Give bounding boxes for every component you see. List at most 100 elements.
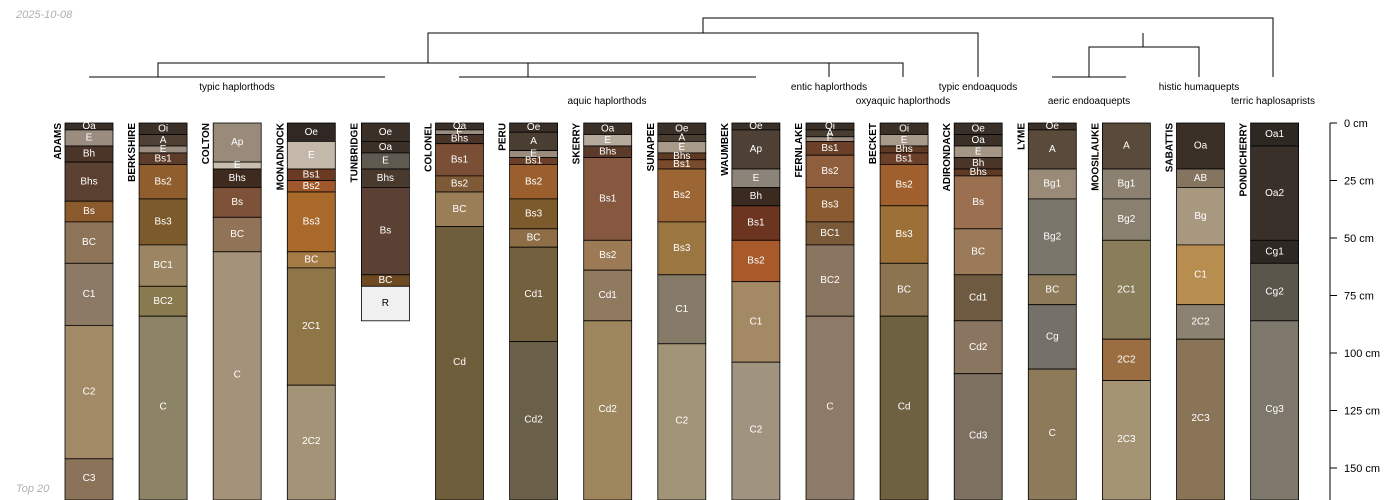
taxon-label-typic-haplorthods: typic haplorthods xyxy=(199,82,275,93)
horizon-label: Bhs xyxy=(970,167,987,178)
horizon-label: Oa xyxy=(1194,141,1208,152)
horizon-bs2 xyxy=(657,168,707,223)
horizon-label: Oe xyxy=(675,123,689,134)
horizon-cd2 xyxy=(953,320,1003,375)
horizon-label: C1 xyxy=(750,317,763,328)
horizon-label: 2C2 xyxy=(1117,355,1136,366)
dendrogram-typic-haplorthods-split xyxy=(157,62,528,77)
horizon-c2 xyxy=(64,324,114,460)
horizon-label: A xyxy=(1123,141,1130,152)
horizon-label: Bhs xyxy=(377,173,394,184)
horizon-label: Bg1 xyxy=(1118,179,1136,190)
depth-tick-label: 0 cm xyxy=(1344,118,1368,130)
horizon-2c2 xyxy=(1176,304,1225,340)
horizon-label: Bg xyxy=(1194,211,1206,222)
horizon-label: E xyxy=(901,135,908,146)
horizon-ap xyxy=(212,122,262,163)
profile-sabattis: SABATTIS Oa AB Bg C1 2C2 2C3 xyxy=(1165,122,1225,500)
horizon-label: BC xyxy=(378,275,392,286)
horizon-label: E xyxy=(382,156,389,167)
horizon-c xyxy=(805,315,855,500)
horizon-label: Cg1 xyxy=(1265,246,1284,257)
horizon-2c3 xyxy=(1102,380,1151,500)
taxon-label-aeric-endoaquepts: aeric endoaquepts xyxy=(1048,96,1130,107)
horizon-c xyxy=(1027,368,1077,500)
horizon-label: Bs2 xyxy=(747,256,765,267)
horizon-label: Bhs xyxy=(599,146,616,157)
dendrogram-root xyxy=(702,17,1274,77)
horizon-label: E xyxy=(827,134,834,145)
horizon-bg2 xyxy=(1102,198,1151,241)
horizon-label: BC xyxy=(527,233,541,244)
horizon-label: E xyxy=(530,149,537,160)
horizon-label: R xyxy=(382,298,389,309)
horizon-label: Cd1 xyxy=(524,289,543,300)
horizon-label: BC xyxy=(897,284,911,295)
taxon-label-histic-humaquepts: histic humaquepts xyxy=(1159,82,1240,93)
horizon-label: Bs3 xyxy=(821,199,839,210)
profile-name: MONADNOCK xyxy=(275,122,286,190)
horizon-bc2 xyxy=(805,244,855,317)
horizon-label: Oa2 xyxy=(1265,188,1284,199)
horizon-label: Bs1 xyxy=(303,169,321,180)
horizon-bs xyxy=(212,186,262,218)
horizon-label: Bs3 xyxy=(525,208,543,219)
horizon-label: Bh xyxy=(83,149,95,160)
horizon-bg1 xyxy=(1102,168,1151,200)
horizon-ap xyxy=(731,129,781,170)
horizon-label: E xyxy=(308,150,315,161)
profile-colton: COLTON Ap E Bhs Bs BC C xyxy=(201,122,262,500)
horizon-label: E xyxy=(975,146,982,157)
horizon-label: Oe xyxy=(749,121,763,132)
dendrogram-aquepts-split xyxy=(1088,46,1200,77)
horizon-label: Cd xyxy=(898,402,911,413)
taxon-label-typic-endoaquods: typic endoaquods xyxy=(939,82,1017,93)
horizon-label: Bg2 xyxy=(1118,214,1136,225)
horizon-cg2 xyxy=(1250,262,1299,322)
taxon-label-aquic-haplorthods: aquic haplorthods xyxy=(568,96,647,107)
horizon-label: Bs xyxy=(83,206,95,217)
horizon-label: C xyxy=(1049,428,1056,439)
horizon-label: Bh xyxy=(750,191,762,202)
horizon-bs2 xyxy=(509,163,559,200)
profile-name: WAUMBEK xyxy=(720,122,731,176)
horizon-cd2 xyxy=(509,341,559,500)
profile-name: COLTON xyxy=(201,123,212,164)
horizon-label: BC xyxy=(82,237,96,248)
horizon-oa2 xyxy=(1250,145,1299,241)
horizon-label: Oa xyxy=(453,121,467,132)
horizon-a xyxy=(1102,122,1151,170)
profile-name: BECKET xyxy=(868,123,879,164)
taxon-label-terric-haplosaprists: terric haplosaprists xyxy=(1231,96,1315,107)
horizon-label: Bs xyxy=(380,226,392,237)
horizon-c2 xyxy=(657,343,707,500)
horizon-label: C xyxy=(826,402,833,413)
horizon-bs2 xyxy=(583,239,633,271)
horizon-label: Bs2 xyxy=(599,250,617,261)
horizon-label: BC xyxy=(304,254,318,265)
horizon-label: Oi xyxy=(158,123,168,134)
horizon-2c1 xyxy=(1102,239,1151,340)
profile-lyme: LYME Oe A Bg1 Bg2 BC Cg C xyxy=(1016,121,1077,500)
horizon-label: Cd1 xyxy=(599,290,618,301)
horizon-label: Cg3 xyxy=(1265,404,1284,415)
horizon-label: BC xyxy=(1045,284,1059,295)
horizon-label: C3 xyxy=(83,473,96,484)
horizon-label: Oe xyxy=(972,123,986,134)
horizon-label: BC xyxy=(453,204,467,215)
horizon-2c2 xyxy=(286,384,336,500)
horizon-label: Cg2 xyxy=(1265,287,1284,298)
horizon-label: Oe xyxy=(379,127,393,138)
horizon-label: E xyxy=(86,133,93,144)
profile-waumbek: WAUMBEK Oe Ap E Bh Bs1 Bs2 C1 C2 xyxy=(720,121,781,500)
horizon-c1 xyxy=(657,274,707,345)
horizon-label: C xyxy=(234,370,241,381)
horizon-label: Cd2 xyxy=(969,342,988,353)
horizon-label: E xyxy=(753,173,760,184)
horizon-label: A xyxy=(160,135,167,146)
horizon-label: 2C1 xyxy=(1117,284,1136,295)
